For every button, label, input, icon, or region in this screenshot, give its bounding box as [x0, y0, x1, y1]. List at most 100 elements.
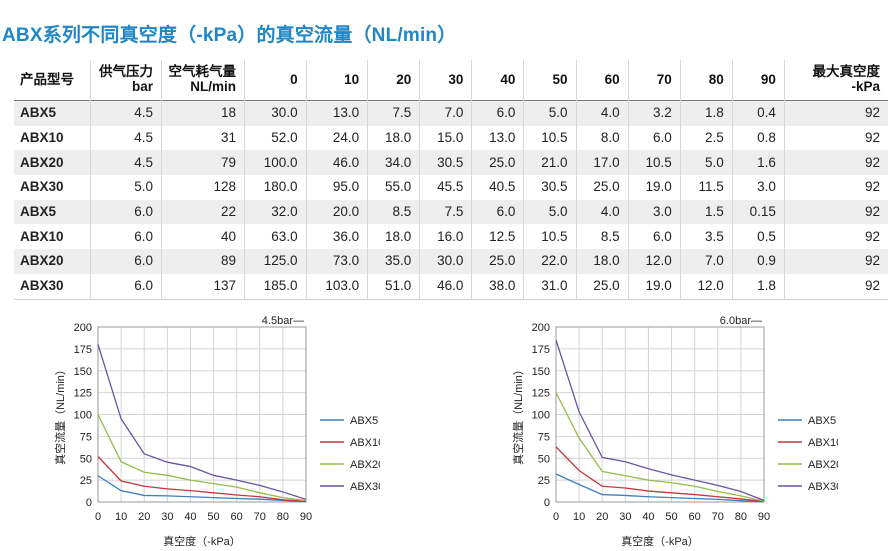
cell-model: ABX5	[14, 100, 91, 126]
x-axis-label: 真空度（-kPa）	[621, 534, 699, 548]
cell-flow: 15.0	[419, 125, 472, 151]
series-line-abx10	[555, 446, 765, 503]
cell-model: ABX10	[14, 125, 91, 151]
vacuum-flow-table: 产品型号 供气压力 bar 空气耗气量 NL/min 0 10 20 30 40 50 60…	[14, 60, 888, 300]
cell-supply-pressure: 6.0	[90, 249, 162, 274]
series-line-abx5	[97, 475, 307, 503]
legend-label-abx10: ABX10	[808, 437, 838, 449]
cell-flow: 3.2	[627, 100, 681, 126]
header-air-consumption-unit: NL/min	[190, 79, 236, 94]
header-air-consumption-label: 空气耗气量	[168, 64, 237, 79]
cell-air-consumption: 89	[161, 249, 245, 274]
x-tick-label: 90	[758, 511, 770, 523]
x-tick-label: 80	[735, 511, 747, 523]
cell-flow: 10.5	[627, 150, 681, 176]
cell-air-consumption: 40	[161, 224, 245, 250]
header-supply-pressure-label: 供气压力	[99, 64, 153, 79]
page-title: ABX系列不同真空度（-kPa）的真空流量（NL/min）	[2, 25, 457, 46]
cell-flow: 55.0	[367, 175, 420, 200]
cell-flow: 1.6	[731, 150, 785, 176]
cell-flow: 0.8	[731, 125, 785, 151]
legend-label-abx30: ABX30	[350, 481, 380, 493]
cell-flow: 4.0	[575, 199, 629, 225]
cell-flow: 4.0	[575, 100, 629, 126]
cell-flow: 3.0	[627, 199, 681, 225]
header-vacuum-70: 70	[627, 60, 681, 101]
cell-flow: 63.0	[244, 224, 307, 250]
cell-flow: 13.0	[305, 100, 368, 126]
header-max-vacuum-unit: -kPa	[851, 79, 880, 94]
header-vacuum-10: 10	[305, 60, 368, 101]
cell-flow: 25.0	[575, 175, 629, 200]
cell-flow: 0.5	[731, 224, 785, 250]
chart-6-0bar: 0 25 50 75 100 125 150 175 200 0 10 20 30 40 50 60 70 80 9…	[458, 305, 838, 551]
cell-model: ABX30	[14, 175, 91, 200]
series-line-abx10	[97, 456, 307, 502]
y-tick-label: 0	[86, 497, 92, 509]
cell-flow: 1.8	[731, 273, 785, 300]
x-tick-label: 0	[553, 511, 559, 523]
cell-flow: 1.8	[679, 100, 733, 126]
y-tick-label: 25	[538, 475, 550, 487]
x-tick-label: 90	[300, 511, 312, 523]
cell-supply-pressure: 4.5	[90, 125, 162, 151]
x-tick-label: 20	[138, 511, 150, 523]
table-row: ABX5 6.0 22 32.0 20.0 8.5 7.5 6.0 5.0 4.0 3.0 1.5 0.…	[14, 199, 888, 225]
cell-flow: 30.5	[419, 150, 472, 176]
cell-flow: 18.0	[575, 249, 629, 274]
cell-air-consumption: 137	[161, 273, 245, 300]
cell-flow: 0.15	[731, 199, 785, 225]
cell-flow: 3.5	[679, 224, 733, 250]
y-axis-label: 真空流量（NL/min）	[511, 364, 525, 465]
series-line-abx20	[555, 392, 765, 502]
cell-flow: 40.5	[471, 175, 524, 200]
header-model: 产品型号	[20, 71, 74, 87]
y-tick-label: 150	[74, 366, 92, 378]
cell-model: ABX5	[14, 199, 91, 225]
cell-air-consumption: 31	[161, 125, 245, 151]
header-max-vacuum: 最大真空度 -kPa	[783, 60, 888, 101]
cell-flow: 34.0	[367, 150, 420, 176]
cell-flow: 16.0	[419, 224, 472, 250]
cell-flow: 25.0	[575, 273, 629, 300]
cell-flow: 30.0	[419, 249, 472, 274]
cell-flow: 46.0	[305, 150, 368, 176]
table-body: ABX5 4.5 18 30.0 13.0 7.5 7.0 6.0 5.0 4.0 3.2 1.8 0.…	[14, 100, 888, 300]
cell-flow: 10.5	[523, 224, 577, 250]
cell-supply-pressure: 4.5	[90, 100, 162, 126]
cell-model: ABX20	[14, 150, 91, 176]
x-tick-label: 70	[712, 511, 724, 523]
cell-supply-pressure: 6.0	[90, 273, 162, 300]
table-row: ABX10 6.0 40 63.0 36.0 18.0 16.0 12.5 10.5 8.5 6.0…	[14, 224, 888, 250]
x-tick-label: 60	[689, 511, 701, 523]
cell-max-vacuum: 92	[783, 125, 888, 151]
chart-4-5bar: 0 25 50 75 100 125 150 175 200 0 10 20 30 40 50 60 70 80 9…	[0, 305, 380, 551]
x-tick-label: 10	[115, 511, 127, 523]
x-tick-label: 30	[161, 511, 173, 523]
cell-max-vacuum: 92	[783, 249, 888, 274]
x-tick-label: 70	[254, 511, 266, 523]
table-row: ABX20 4.5 79 100.0 46.0 34.0 30.5 25.0 21.0 17.0 1…	[14, 150, 888, 176]
legend-label-abx5: ABX5	[808, 415, 836, 427]
cell-flow: 12.5	[471, 224, 524, 250]
y-tick-label: 25	[80, 475, 92, 487]
cell-flow: 12.0	[627, 249, 681, 274]
table-row: ABX10 4.5 31 52.0 24.0 18.0 15.0 13.0 10.5 8.0 6.0…	[14, 125, 888, 151]
cell-flow: 36.0	[305, 224, 368, 250]
cell-flow: 95.0	[305, 175, 368, 200]
cell-flow: 46.0	[419, 273, 472, 300]
legend-label-abx5: ABX5	[350, 415, 378, 427]
chart-6-0bar-svg: 0 25 50 75 100 125 150 175 200 0 10 20 30 40 50 60 70 80 9…	[511, 315, 838, 548]
chart-4-5bar-svg: 0 25 50 75 100 125 150 175 200 0 10 20 30 40 50 60 70 80 9…	[53, 315, 380, 548]
x-tick-label: 20	[596, 511, 608, 523]
cell-flow: 6.0	[471, 199, 524, 225]
cell-flow: 0.4	[731, 100, 785, 126]
y-tick-label: 75	[80, 431, 92, 443]
cell-flow: 25.0	[471, 150, 524, 176]
header-supply-pressure: 供气压力 bar	[90, 60, 162, 101]
cell-supply-pressure: 6.0	[90, 224, 162, 250]
y-tick-label: 150	[532, 366, 550, 378]
cell-flow: 19.0	[627, 175, 681, 200]
cell-flow: 10.5	[523, 125, 577, 151]
cell-flow: 45.5	[419, 175, 472, 200]
